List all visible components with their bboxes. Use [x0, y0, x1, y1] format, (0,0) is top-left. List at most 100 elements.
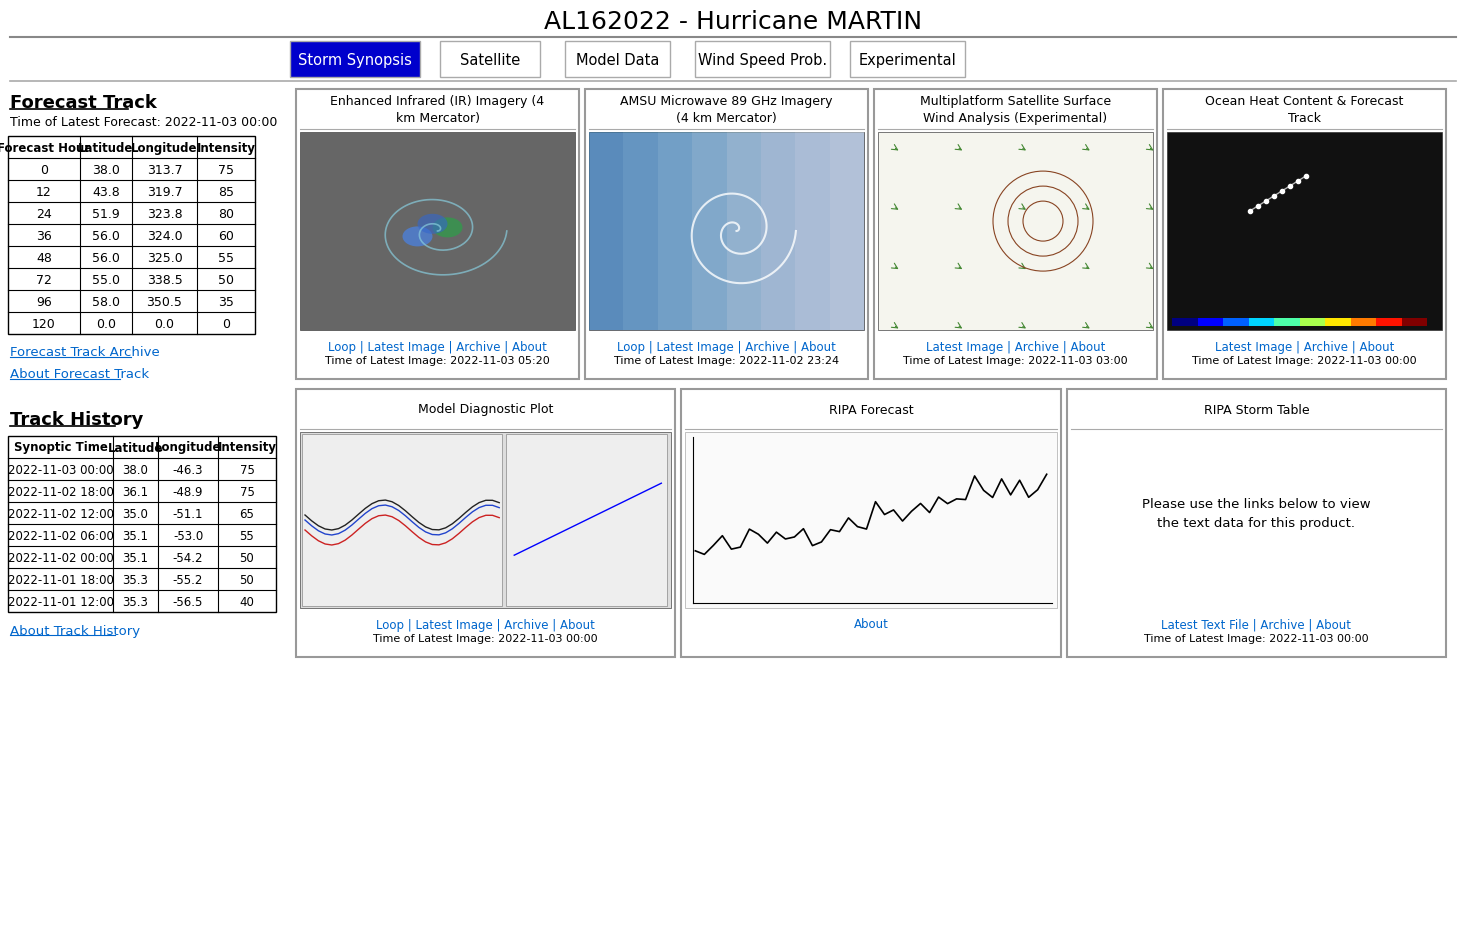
Text: Latest Text File | Archive | About: Latest Text File | Archive | About	[1161, 618, 1352, 631]
Text: Track History: Track History	[10, 410, 144, 429]
Text: Longitude: Longitude	[155, 441, 221, 454]
Bar	[589, 133, 863, 330]
Text: 2022-11-02 12:00: 2022-11-02 12:00	[7, 507, 113, 520]
Text: 35.3: 35.3	[123, 573, 148, 586]
Text: 40: 40	[239, 595, 255, 608]
Text: 43.8: 43.8	[92, 186, 120, 199]
Text: Ocean Heat Content & Forecast
Track: Ocean Heat Content & Forecast Track	[1205, 95, 1403, 125]
Bar	[1377, 318, 1401, 327]
Text: 35.0: 35.0	[123, 507, 148, 520]
Text: 38.0: 38.0	[92, 163, 120, 176]
Text: 0: 0	[40, 163, 48, 176]
Text: Time of Latest Forecast: 2022-11-03 00:00: Time of Latest Forecast: 2022-11-03 00:0…	[10, 115, 277, 128]
Text: 55: 55	[239, 529, 255, 542]
Bar	[623, 133, 658, 330]
Text: 36: 36	[37, 229, 51, 242]
Text: 72: 72	[37, 273, 51, 286]
Text: Latest Image | Archive | About: Latest Image | Archive | About	[927, 341, 1105, 354]
Text: AMSU Microwave 89 GHz Imagery
(4 km Mercator): AMSU Microwave 89 GHz Imagery (4 km Merc…	[620, 95, 833, 125]
Bar	[301, 133, 575, 330]
Bar	[685, 432, 1057, 609]
Bar	[692, 133, 727, 330]
Text: 55: 55	[218, 251, 235, 264]
Text: 55.0: 55.0	[92, 273, 120, 286]
Text: 56.0: 56.0	[92, 229, 120, 242]
Text: 325.0: 325.0	[147, 251, 182, 264]
Text: 36.1: 36.1	[123, 485, 148, 498]
Text: 2022-11-02 06:00: 2022-11-02 06:00	[7, 529, 113, 542]
Text: Storm Synopsis: Storm Synopsis	[298, 53, 412, 68]
Bar	[727, 133, 761, 330]
Text: 2022-11-01 18:00: 2022-11-01 18:00	[7, 573, 113, 586]
Bar	[850, 42, 965, 78]
Bar	[1401, 318, 1426, 327]
Text: 96: 96	[37, 295, 51, 308]
Text: -56.5: -56.5	[173, 595, 204, 608]
Text: Latest Image | Archive | About: Latest Image | Archive | About	[1215, 341, 1394, 354]
Bar	[761, 133, 795, 330]
Text: 323.8: 323.8	[147, 207, 182, 220]
Text: 2022-11-02 18:00: 2022-11-02 18:00	[7, 485, 113, 498]
Text: Forecast Track Archive: Forecast Track Archive	[10, 346, 160, 359]
Bar	[658, 133, 692, 330]
Text: 0.0: 0.0	[154, 317, 174, 330]
Bar	[1350, 318, 1377, 327]
Ellipse shape	[432, 218, 462, 238]
Text: 65: 65	[239, 507, 255, 520]
Text: RIPA Forecast: RIPA Forecast	[828, 403, 913, 416]
Text: Forecast Hour: Forecast Hour	[0, 141, 91, 154]
Text: AL162022 - Hurricane MARTIN: AL162022 - Hurricane MARTIN	[544, 10, 922, 34]
Text: 12: 12	[37, 186, 51, 199]
Text: 56.0: 56.0	[92, 251, 120, 264]
Text: -48.9: -48.9	[173, 485, 204, 498]
Text: Forecast Track: Forecast Track	[10, 94, 157, 112]
Text: Multiplatform Satellite Surface
Wind Analysis (Experimental): Multiplatform Satellite Surface Wind Ana…	[921, 95, 1111, 125]
Text: Intensity: Intensity	[217, 441, 277, 454]
Bar	[1067, 390, 1445, 657]
Text: 58.0: 58.0	[92, 295, 120, 308]
Bar	[290, 42, 419, 78]
Text: Satellite: Satellite	[460, 53, 520, 68]
Bar	[1249, 318, 1274, 327]
Bar	[874, 90, 1157, 380]
Text: -51.1: -51.1	[173, 507, 204, 520]
Text: Intensity: Intensity	[196, 141, 255, 154]
Bar	[1299, 318, 1325, 327]
Text: 2022-11-03 00:00: 2022-11-03 00:00	[7, 463, 113, 476]
Bar	[1325, 318, 1350, 327]
Text: Latitude: Latitude	[78, 141, 133, 154]
Text: 24: 24	[37, 207, 51, 220]
Text: Enhanced Infrared (IR) Imagery (4
km Mercator): Enhanced Infrared (IR) Imagery (4 km Mer…	[330, 95, 544, 125]
Text: -53.0: -53.0	[173, 529, 204, 542]
Text: 50: 50	[218, 273, 235, 286]
Text: 0.0: 0.0	[95, 317, 116, 330]
Bar	[795, 133, 830, 330]
Bar	[7, 436, 276, 612]
Text: 35: 35	[218, 295, 235, 308]
Text: 50: 50	[239, 551, 255, 564]
Bar	[1171, 318, 1198, 327]
Text: 2022-11-01 12:00: 2022-11-01 12:00	[7, 595, 113, 608]
Bar	[302, 434, 503, 606]
Text: RIPA Storm Table: RIPA Storm Table	[1204, 403, 1309, 416]
Bar	[440, 42, 539, 78]
Text: 75: 75	[239, 485, 255, 498]
Bar	[1198, 318, 1223, 327]
Text: 120: 120	[32, 317, 56, 330]
Ellipse shape	[403, 227, 432, 247]
Text: 313.7: 313.7	[147, 163, 182, 176]
Text: 350.5: 350.5	[147, 295, 182, 308]
Text: 80: 80	[218, 207, 235, 220]
Text: 35.1: 35.1	[123, 529, 148, 542]
Text: Loop | Latest Image | Archive | About: Loop | Latest Image | Archive | About	[377, 618, 595, 631]
Text: Model Diagnostic Plot: Model Diagnostic Plot	[418, 403, 553, 416]
Bar	[682, 390, 1061, 657]
Text: 60: 60	[218, 229, 235, 242]
Text: Loop | Latest Image | Archive | About: Loop | Latest Image | Archive | About	[328, 341, 547, 354]
Bar	[7, 136, 255, 335]
Bar	[878, 133, 1152, 330]
Ellipse shape	[418, 214, 447, 235]
Text: 35.3: 35.3	[123, 595, 148, 608]
Bar	[506, 434, 667, 606]
Bar	[296, 90, 579, 380]
